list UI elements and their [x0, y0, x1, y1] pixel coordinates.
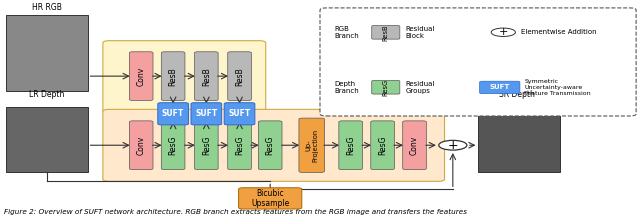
Text: ResG: ResG	[235, 136, 244, 155]
Text: RGB
Branch: RGB Branch	[334, 26, 359, 39]
Text: +: +	[447, 139, 458, 152]
FancyBboxPatch shape	[158, 103, 188, 125]
FancyBboxPatch shape	[239, 188, 302, 209]
FancyBboxPatch shape	[191, 103, 221, 125]
FancyBboxPatch shape	[129, 52, 153, 101]
Text: SR Depth: SR Depth	[499, 90, 534, 99]
FancyBboxPatch shape	[195, 121, 218, 170]
FancyBboxPatch shape	[129, 121, 153, 170]
Text: SUFT: SUFT	[489, 84, 509, 90]
Text: HR RGB: HR RGB	[32, 3, 61, 12]
Text: ResG: ResG	[168, 136, 178, 155]
FancyBboxPatch shape	[259, 121, 282, 170]
Text: Elementwise Addition: Elementwise Addition	[520, 29, 596, 35]
Text: Up-
Projection: Up- Projection	[305, 129, 318, 162]
Text: Residual
Groups: Residual Groups	[406, 81, 435, 94]
Text: Bicubic
Upsample: Bicubic Upsample	[251, 189, 289, 208]
FancyBboxPatch shape	[371, 121, 394, 170]
Text: Residual
Block: Residual Block	[406, 26, 435, 39]
Text: ResG: ResG	[202, 136, 211, 155]
FancyBboxPatch shape	[195, 52, 218, 101]
FancyBboxPatch shape	[479, 81, 520, 94]
Text: ResG: ResG	[378, 136, 387, 155]
FancyBboxPatch shape	[478, 107, 560, 172]
FancyBboxPatch shape	[372, 26, 400, 39]
Text: ResB: ResB	[383, 24, 388, 41]
Text: SUFT: SUFT	[195, 109, 218, 118]
FancyBboxPatch shape	[372, 81, 400, 94]
FancyBboxPatch shape	[299, 118, 324, 172]
Text: Conv: Conv	[137, 66, 146, 86]
Text: Conv: Conv	[410, 136, 419, 155]
FancyBboxPatch shape	[224, 103, 255, 125]
FancyBboxPatch shape	[228, 52, 252, 101]
Text: ResB: ResB	[235, 67, 244, 85]
Text: Figure 2: Overview of SUFT network architecture. RGB branch extracts features fr: Figure 2: Overview of SUFT network archi…	[4, 209, 467, 215]
Text: SUFT: SUFT	[228, 109, 251, 118]
Circle shape	[491, 28, 515, 37]
FancyBboxPatch shape	[339, 121, 362, 170]
Text: ResG: ResG	[266, 136, 275, 155]
FancyBboxPatch shape	[403, 121, 426, 170]
Text: Conv: Conv	[137, 136, 146, 155]
FancyBboxPatch shape	[103, 109, 445, 181]
FancyBboxPatch shape	[161, 52, 185, 101]
Text: +: +	[499, 27, 508, 37]
Text: Depth
Branch: Depth Branch	[334, 81, 359, 94]
FancyBboxPatch shape	[161, 121, 185, 170]
Text: LR Depth: LR Depth	[29, 90, 65, 99]
FancyBboxPatch shape	[6, 15, 88, 91]
FancyBboxPatch shape	[320, 8, 636, 116]
Text: Symmetric
Uncertainty-aware
Feature Transmission: Symmetric Uncertainty-aware Feature Tran…	[524, 79, 591, 95]
FancyBboxPatch shape	[228, 121, 252, 170]
Text: ResB: ResB	[168, 67, 178, 85]
Circle shape	[439, 140, 467, 150]
Text: ResG: ResG	[346, 136, 355, 155]
Text: SUFT: SUFT	[162, 109, 184, 118]
Text: ResB: ResB	[202, 67, 211, 85]
FancyBboxPatch shape	[6, 107, 88, 172]
Text: ResG: ResG	[383, 79, 388, 96]
FancyBboxPatch shape	[103, 41, 266, 114]
